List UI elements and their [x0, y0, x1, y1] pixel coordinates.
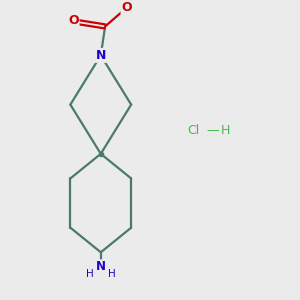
Text: Cl: Cl — [187, 124, 200, 137]
Text: —: — — [206, 124, 218, 137]
Text: N: N — [96, 260, 106, 273]
Text: H: H — [108, 269, 116, 279]
Text: N: N — [96, 49, 106, 62]
Text: H: H — [86, 269, 94, 279]
Text: O: O — [122, 1, 132, 14]
Text: O: O — [68, 14, 79, 27]
Text: H: H — [220, 124, 230, 137]
